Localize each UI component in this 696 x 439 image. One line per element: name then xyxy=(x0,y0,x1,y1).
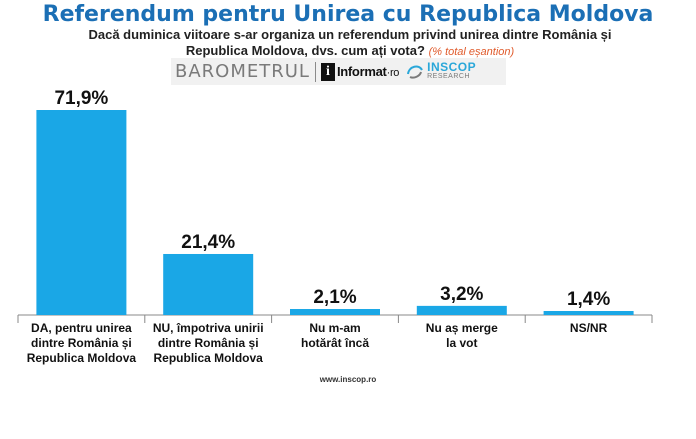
source-url: www.inscop.ro xyxy=(319,375,377,384)
data-label-3: 2,1% xyxy=(313,287,356,308)
category-label-line: Nu m-am xyxy=(309,321,361,335)
barometrul-logo: BAROMETRUL xyxy=(175,61,310,82)
informat-logo: Informat·ro xyxy=(337,64,399,79)
sample-note: (% total eșantion) xyxy=(428,46,515,58)
logo-divider xyxy=(314,61,316,82)
inscop-subtitle: RESEARCH xyxy=(427,72,471,80)
category-label-line: la vot xyxy=(446,336,478,350)
category-label-line: NU, împotriva unirii xyxy=(152,321,264,335)
chart-question: Dacă duminica viitoare s-ar organiza un … xyxy=(80,27,620,60)
bar-3 xyxy=(290,309,380,315)
category-label-5: NS/NR xyxy=(524,321,654,336)
data-label-2: 21,4% xyxy=(181,232,235,253)
category-label-line: dintre România și xyxy=(157,336,259,350)
data-label-4: 3,2% xyxy=(440,284,483,305)
category-label-line: NS/NR xyxy=(569,321,608,335)
category-label-3: Nu m-am hotărât încă xyxy=(270,321,400,351)
bar-2 xyxy=(163,253,254,315)
category-label-2: NU, împotriva unirii dintre România și Rep… xyxy=(143,321,273,366)
inscop-name: INSCOP xyxy=(427,59,477,74)
category-label-line: Nu aș merge xyxy=(425,321,498,335)
category-label-line: Republica Moldova xyxy=(26,351,137,365)
informat-logo-suffix: ·ro xyxy=(386,67,400,79)
question-text: Dacă duminica viitoare s-ar organiza un … xyxy=(88,27,612,58)
informat-logo-main: Informat xyxy=(336,64,387,79)
inscop-swirl-icon xyxy=(407,65,424,79)
data-label-1: 71,9% xyxy=(54,88,108,109)
category-label-line: Republica Moldova xyxy=(153,351,263,365)
logo-bar: BAROMETRUL i Informat·ro INSCOP RESEARCH xyxy=(171,58,506,85)
informat-logo-suffix-text: ro xyxy=(389,67,400,79)
chart-title: Referendum pentru Unirea cu Republica Mo… xyxy=(42,2,654,27)
bar-4 xyxy=(416,305,507,315)
inscop-logo: INSCOP RESEARCH xyxy=(405,59,477,82)
category-label-line: dintre România și xyxy=(31,336,132,350)
category-label-1: DA, pentru unirea dintre România și Republ… xyxy=(16,321,146,366)
category-label-line: DA, pentru unirea xyxy=(31,321,132,335)
bar-1 xyxy=(36,110,127,315)
category-label-4: Nu aș merge la vot xyxy=(397,321,527,351)
data-label-5: 1,4% xyxy=(567,289,610,310)
category-label-line: hotărât încă xyxy=(300,336,369,350)
bar-5 xyxy=(543,311,634,315)
informat-logo-icon: i xyxy=(320,62,335,81)
